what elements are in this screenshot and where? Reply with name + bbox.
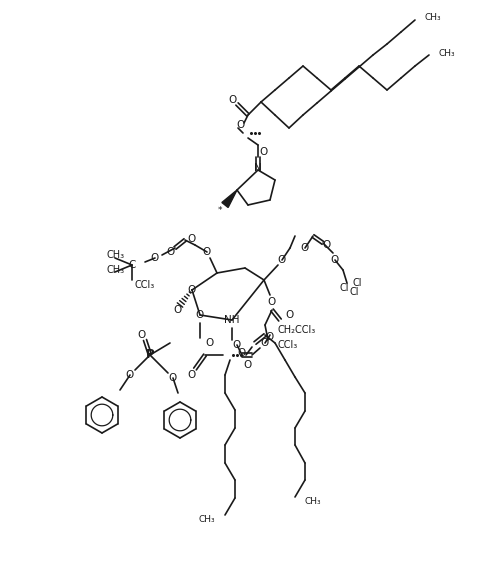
Text: O: O xyxy=(126,370,134,380)
Text: C: C xyxy=(128,260,135,270)
Text: N: N xyxy=(254,163,262,173)
Text: CH₃: CH₃ xyxy=(305,498,321,506)
Text: O: O xyxy=(204,338,213,348)
Text: O: O xyxy=(330,255,339,265)
Text: Cl: Cl xyxy=(349,287,359,297)
Text: O: O xyxy=(260,147,268,157)
Text: P: P xyxy=(145,349,154,361)
Text: CH₂CCl₃: CH₂CCl₃ xyxy=(278,325,316,335)
Text: O: O xyxy=(278,255,286,265)
Text: CH₃: CH₃ xyxy=(438,48,455,57)
Text: O: O xyxy=(228,95,236,105)
Text: O: O xyxy=(195,310,204,320)
Text: O: O xyxy=(173,305,182,315)
Text: O: O xyxy=(261,338,269,348)
Text: O: O xyxy=(151,253,159,263)
Text: NH: NH xyxy=(224,315,239,325)
Text: O: O xyxy=(236,120,244,130)
Text: O: O xyxy=(168,373,177,383)
Text: O: O xyxy=(322,240,331,250)
Text: CH₃: CH₃ xyxy=(424,13,441,23)
Text: O: O xyxy=(138,330,146,340)
Text: O: O xyxy=(187,370,196,380)
Text: CH₃: CH₃ xyxy=(107,265,125,275)
Text: CH₃: CH₃ xyxy=(198,516,214,524)
Text: O: O xyxy=(300,243,309,253)
Text: O: O xyxy=(268,297,276,307)
Text: CCl₃: CCl₃ xyxy=(278,340,298,350)
Text: *: * xyxy=(217,206,222,214)
Text: O: O xyxy=(187,234,196,244)
Text: O: O xyxy=(232,340,240,350)
Text: O: O xyxy=(285,310,293,320)
Text: O: O xyxy=(266,332,274,342)
Text: CH₃: CH₃ xyxy=(107,250,125,260)
Text: O: O xyxy=(166,247,175,257)
Text: O: O xyxy=(243,360,252,370)
Text: Cl: Cl xyxy=(352,278,361,288)
Text: O: O xyxy=(237,348,245,358)
Text: CCl₃: CCl₃ xyxy=(135,280,155,290)
Text: Cl: Cl xyxy=(339,283,349,293)
Text: O: O xyxy=(187,285,196,295)
Text: O: O xyxy=(202,247,211,257)
Polygon shape xyxy=(221,190,236,207)
